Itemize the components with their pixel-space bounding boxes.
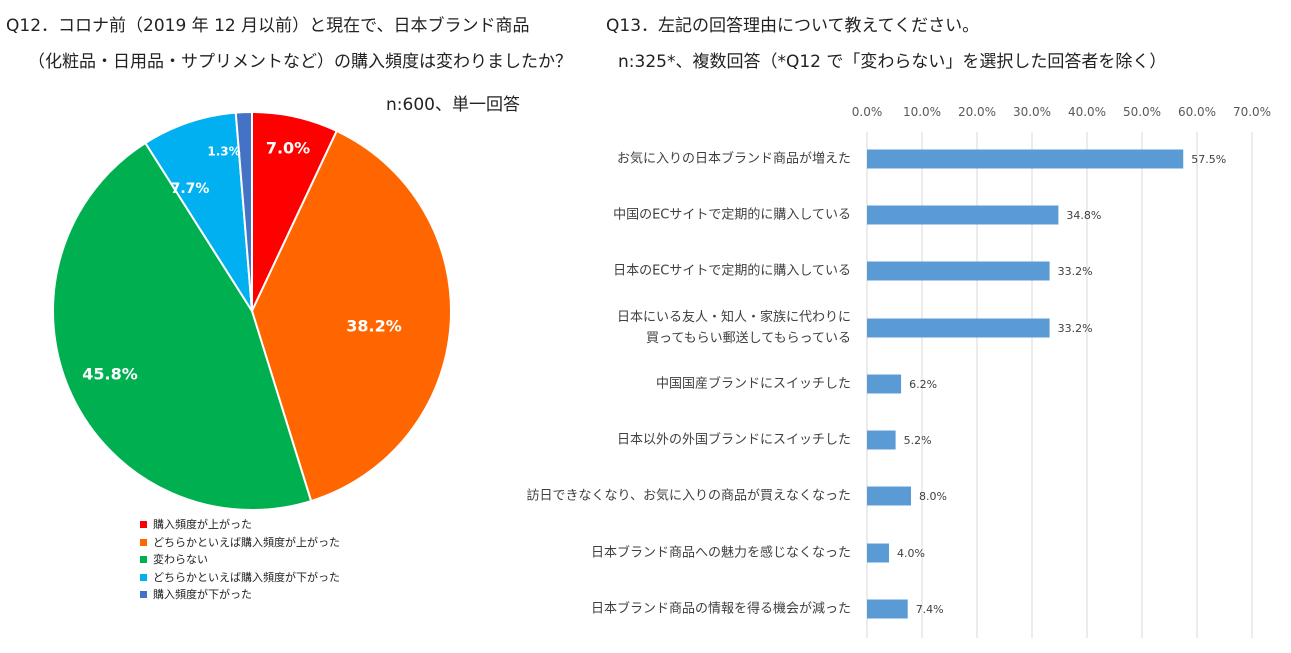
bar-1 [867, 149, 1184, 169]
pie-slice-4 [143, 111, 253, 312]
category-label: 日本以外の外国ブランドにスイッチした [617, 432, 851, 448]
legend-label: 購入頻度が下がった [153, 588, 252, 601]
pie-legend: 購入頻度が上がったどちらかといえば購入頻度が上がった 変わらないどちらかといえば購… [140, 516, 340, 604]
legend-item-1: 購入頻度が上がった [140, 516, 340, 534]
q13-title: Q13．左記の回答理由について教えてください。 n:325*、複数回答（*Q12… [606, 8, 1166, 80]
pie-data-label-3: 45.8% [82, 365, 138, 384]
category-label: 日本にいる友人・知人・家族に代わりに [617, 309, 851, 325]
q12-title-line1: Q12．コロナ前（2019 年 12 月以前）と現在で、日本ブランド商品 [6, 16, 530, 36]
pie-data-label-5: 1.3% [207, 145, 240, 159]
x-tick-label: 50.0% [1123, 105, 1161, 119]
legend-item-3: 変わらない [140, 551, 340, 569]
legend-swatch [140, 591, 147, 599]
bar-value-label: 33.2% [1058, 265, 1093, 278]
x-tick-label: 20.0% [958, 105, 996, 119]
bar-6 [867, 430, 896, 450]
pie-slice-2 [250, 129, 452, 503]
legend-swatch [140, 538, 147, 546]
q12-title: Q12．コロナ前（2019 年 12 月以前）と現在で、日本ブランド商品 （化粧… [6, 8, 572, 80]
legend-label: 購入頻度が上がった [153, 518, 252, 531]
pie-slice-3 [52, 141, 313, 511]
bar-9 [867, 599, 908, 619]
pie-data-label-1: 7.0% [266, 139, 310, 158]
category-label: 日本ブランド商品の情報を得る機会が減った [591, 601, 851, 617]
q13-title-line1: Q13．左記の回答理由について教えてください。 [606, 16, 980, 36]
bar-value-label: 7.4% [916, 603, 944, 616]
pie-data-label-2: 38.2% [346, 317, 402, 336]
category-label: 買ってもらい郵送してもらっている [646, 331, 851, 346]
x-tick-label: 0.0% [852, 105, 883, 119]
bar-value-label: 57.5% [1191, 153, 1226, 166]
pie-data-label-4: 7.7% [171, 181, 210, 197]
q13-title-line2: n:325*、複数回答（*Q12 で「変わらない」を選択した回答者を除く） [618, 52, 1167, 72]
x-tick-label: 70.0% [1233, 105, 1271, 119]
bar-value-label: 33.2% [1058, 322, 1093, 335]
legend-swatch [140, 573, 147, 581]
x-tick-label: 60.0% [1178, 105, 1216, 119]
bar-2 [867, 205, 1059, 225]
bar-4 [867, 318, 1050, 338]
category-label: 中国のECサイトで定期的に購入している [613, 207, 851, 223]
pie-slice-5 [234, 110, 253, 312]
bar-value-label: 8.0% [919, 490, 947, 503]
bar-5 [867, 374, 902, 394]
legend-label: どちらかといえば購入頻度が上がった [153, 535, 340, 549]
bar-value-label: 4.0% [897, 547, 925, 560]
category-label: 日本ブランド商品への魅力を感じなくなった [591, 545, 851, 561]
q12-title-line2: （化粧品・日用品・サプリメントなど）の購入頻度は変わりましたか？ [28, 52, 572, 72]
legend-label: どちらかといえば購入頻度が下がった [153, 570, 340, 584]
bar-value-label: 5.2% [904, 434, 932, 447]
category-label: お気に入りの日本ブランド商品が増えた [617, 151, 851, 167]
legend-item-5: 購入頻度が下がった [140, 586, 340, 604]
legend-item-2: どちらかといえば購入頻度が上がった [140, 534, 340, 552]
pie-chart: 7.0% 38.2% 45.8% 7.7% 1.3% [52, 110, 452, 511]
legend-swatch [140, 521, 147, 529]
legend-item-4: どちらかといえば購入頻度が下がった [140, 569, 340, 587]
bar-value-label: 6.2% [909, 378, 937, 391]
bar-3 [867, 261, 1050, 281]
q12-sample-size: n:600、単一回答 [386, 95, 520, 115]
x-tick-label: 30.0% [1013, 105, 1051, 119]
category-label: 訪日できなくなり、お気に入りの商品が買えなくなった [527, 488, 851, 504]
legend-swatch [140, 556, 147, 564]
bar-8 [867, 543, 889, 563]
category-label: 日本のECサイトで定期的に購入している [613, 263, 851, 279]
bar-value-label: 34.8% [1066, 209, 1101, 222]
x-tick-label: 40.0% [1068, 105, 1106, 119]
legend-label: 変わらない [153, 553, 208, 566]
category-label: 中国国産ブランドにスイッチした [656, 376, 851, 392]
x-tick-label: 10.0% [903, 105, 941, 119]
bar-7 [867, 486, 911, 506]
